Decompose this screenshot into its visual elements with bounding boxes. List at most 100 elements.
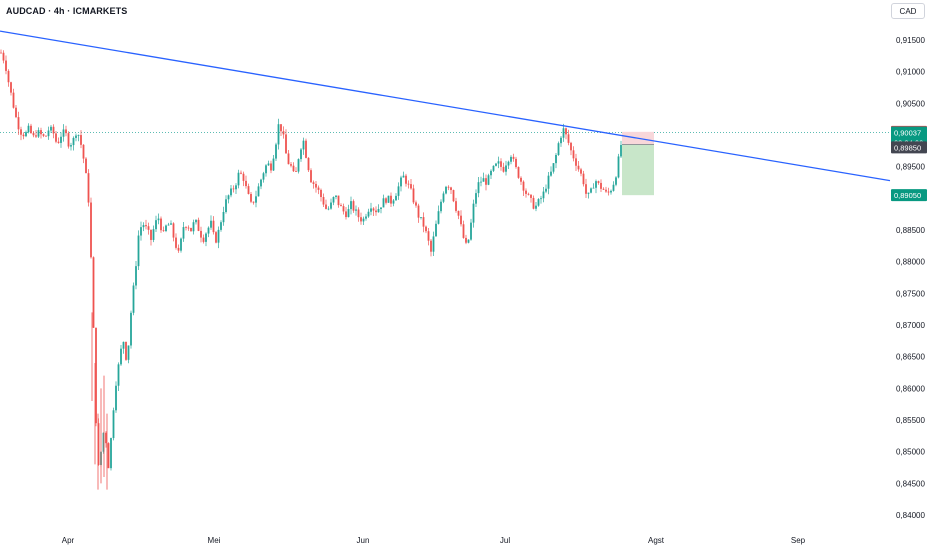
candle-body <box>272 158 275 171</box>
candle-body <box>425 226 427 232</box>
candle-body <box>382 198 385 208</box>
candle-body <box>190 227 192 232</box>
candle-body <box>612 184 615 191</box>
candle-body <box>595 181 597 188</box>
candle-body <box>367 211 370 217</box>
candle-body <box>325 204 327 209</box>
y-tick-label: 0,91500 <box>896 36 925 45</box>
candle-body <box>420 217 422 218</box>
candle-body <box>285 134 287 154</box>
x-tick-label: Apr <box>62 536 75 545</box>
candle-body <box>587 192 590 194</box>
candle-body <box>165 225 167 232</box>
candle-body <box>620 145 622 157</box>
x-tick-label: Jun <box>357 536 370 545</box>
candle-body <box>415 202 417 206</box>
candle-body <box>245 180 247 187</box>
candle-body <box>460 215 462 225</box>
candle-body <box>30 125 32 134</box>
candle-body <box>277 124 280 145</box>
candle-body <box>370 208 372 212</box>
candle-body <box>95 327 97 424</box>
current-price-label-text: 0,90037 <box>894 128 921 137</box>
candle-body <box>575 158 577 166</box>
candle-body <box>542 191 545 199</box>
candle-body <box>570 142 572 151</box>
candle-body <box>337 195 340 206</box>
candle-body <box>145 225 147 227</box>
candle-body <box>32 133 35 136</box>
candle-body <box>462 224 465 238</box>
candle-body <box>527 193 530 195</box>
candle-body <box>475 193 477 204</box>
candle-body <box>567 134 570 143</box>
candle-body <box>202 237 205 242</box>
candle-body <box>192 222 195 232</box>
candle-body <box>517 167 520 178</box>
candle-body <box>87 173 90 203</box>
trendline[interactable] <box>0 30 891 182</box>
candle-body <box>287 153 290 165</box>
candle-body <box>282 131 285 135</box>
take-profit-zone[interactable] <box>622 144 654 196</box>
candle-body <box>172 223 175 238</box>
candle-body <box>315 183 317 188</box>
candle-body <box>205 233 207 242</box>
candle-body <box>132 285 135 313</box>
candle-body <box>437 211 440 224</box>
candle-body <box>467 239 470 243</box>
candle-body <box>312 182 315 184</box>
target-price-label-text: 0,89050 <box>894 191 921 200</box>
candle-body <box>240 172 242 174</box>
candle-body <box>75 135 77 138</box>
candle-body <box>490 170 492 176</box>
candle-body <box>135 266 137 286</box>
candle-body <box>512 156 515 159</box>
candle-body <box>292 165 295 172</box>
candle-body <box>445 186 447 194</box>
candle-body <box>22 134 25 137</box>
candle-body <box>225 199 227 213</box>
candles <box>0 49 622 490</box>
candle-body <box>295 171 297 172</box>
candle-body <box>267 163 270 166</box>
candle-body <box>175 237 177 248</box>
candle-body <box>610 190 612 193</box>
y-tick-label: 0,91000 <box>896 68 925 77</box>
candle-body <box>122 341 125 349</box>
candle-body <box>200 230 202 238</box>
candle-body <box>52 126 55 134</box>
entry-price-label-text: 0,89850 <box>894 143 921 152</box>
candle-body <box>242 173 245 181</box>
candle-body <box>410 184 412 189</box>
currency-selector[interactable]: CAD <box>891 3 925 19</box>
candle-body <box>85 158 87 174</box>
candle-body <box>60 136 62 143</box>
candle-body <box>385 198 387 203</box>
candle-body <box>257 186 260 197</box>
candle-body <box>302 140 305 150</box>
candle-body <box>395 195 397 201</box>
candle-body <box>407 183 410 185</box>
candle-body <box>545 188 547 192</box>
entry-price-label: 0,89850 <box>891 141 927 154</box>
candle-body <box>80 135 82 145</box>
candle-body <box>262 173 265 180</box>
candle-body <box>532 197 535 209</box>
candle-body <box>42 134 45 136</box>
candle-body <box>507 161 510 166</box>
y-tick-label: 0,89500 <box>896 163 925 172</box>
candle-body <box>57 141 60 143</box>
candle-body <box>247 186 250 194</box>
y-tick-label: 0,84000 <box>896 511 925 520</box>
candle-body <box>322 197 325 205</box>
candle-body <box>375 210 377 213</box>
candle-body <box>0 52 2 54</box>
candle-body <box>252 201 255 203</box>
candle-body <box>102 432 105 452</box>
candle-body <box>157 218 160 221</box>
candle-body <box>155 220 157 230</box>
candle-body <box>515 158 517 168</box>
